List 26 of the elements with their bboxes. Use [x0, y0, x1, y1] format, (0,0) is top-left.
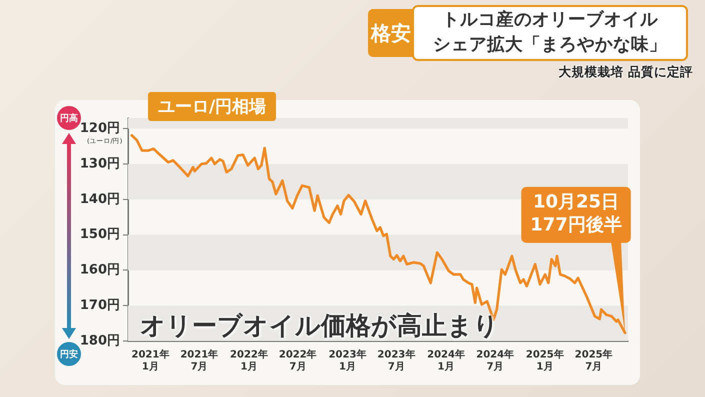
x-tick-label: 2023年 7月: [377, 348, 416, 373]
x-tick-label: 2024年 7月: [476, 348, 514, 373]
annotation: オリーブオイル価格が高止まり: [140, 310, 499, 342]
x-tick-label: 2023年 1月: [328, 348, 366, 373]
y-tick-label: 120円: [80, 120, 120, 136]
y-tick-label: 180円: [80, 333, 120, 348]
y-tick-label: 140円: [80, 192, 120, 207]
x-tick-label: 2025年 7月: [574, 348, 613, 373]
text: 円安: [57, 342, 81, 366]
y-tick-label: 170円: [80, 298, 120, 313]
x-tick-label: 2024年 1月: [427, 348, 465, 373]
x-tick-label: 2021年 7月: [180, 348, 218, 373]
y-tick-label: 150円: [80, 227, 120, 242]
x-tick-label: 2022年 1月: [230, 348, 268, 373]
x-tick-label: 2021年 1月: [131, 348, 170, 373]
chart-title: トルコ産のオリーブオイル: [441, 8, 659, 32]
text: 格安: [368, 9, 414, 57]
y-tick-label: 160円: [80, 262, 120, 278]
y-tick-label: 130円: [80, 156, 120, 172]
chart-subtitle: シェア拡大「まろやかな味」: [432, 34, 668, 57]
text: ユーロ/円相場: [148, 92, 276, 121]
text: 円高: [57, 106, 81, 130]
x-tick-label: 2022年 7月: [278, 348, 317, 373]
x-tick-label: 2025年 1月: [526, 348, 564, 373]
annotation: 10月25日 177円後半: [530, 192, 622, 236]
text: 大規模栽培 品質に定評: [558, 64, 693, 81]
